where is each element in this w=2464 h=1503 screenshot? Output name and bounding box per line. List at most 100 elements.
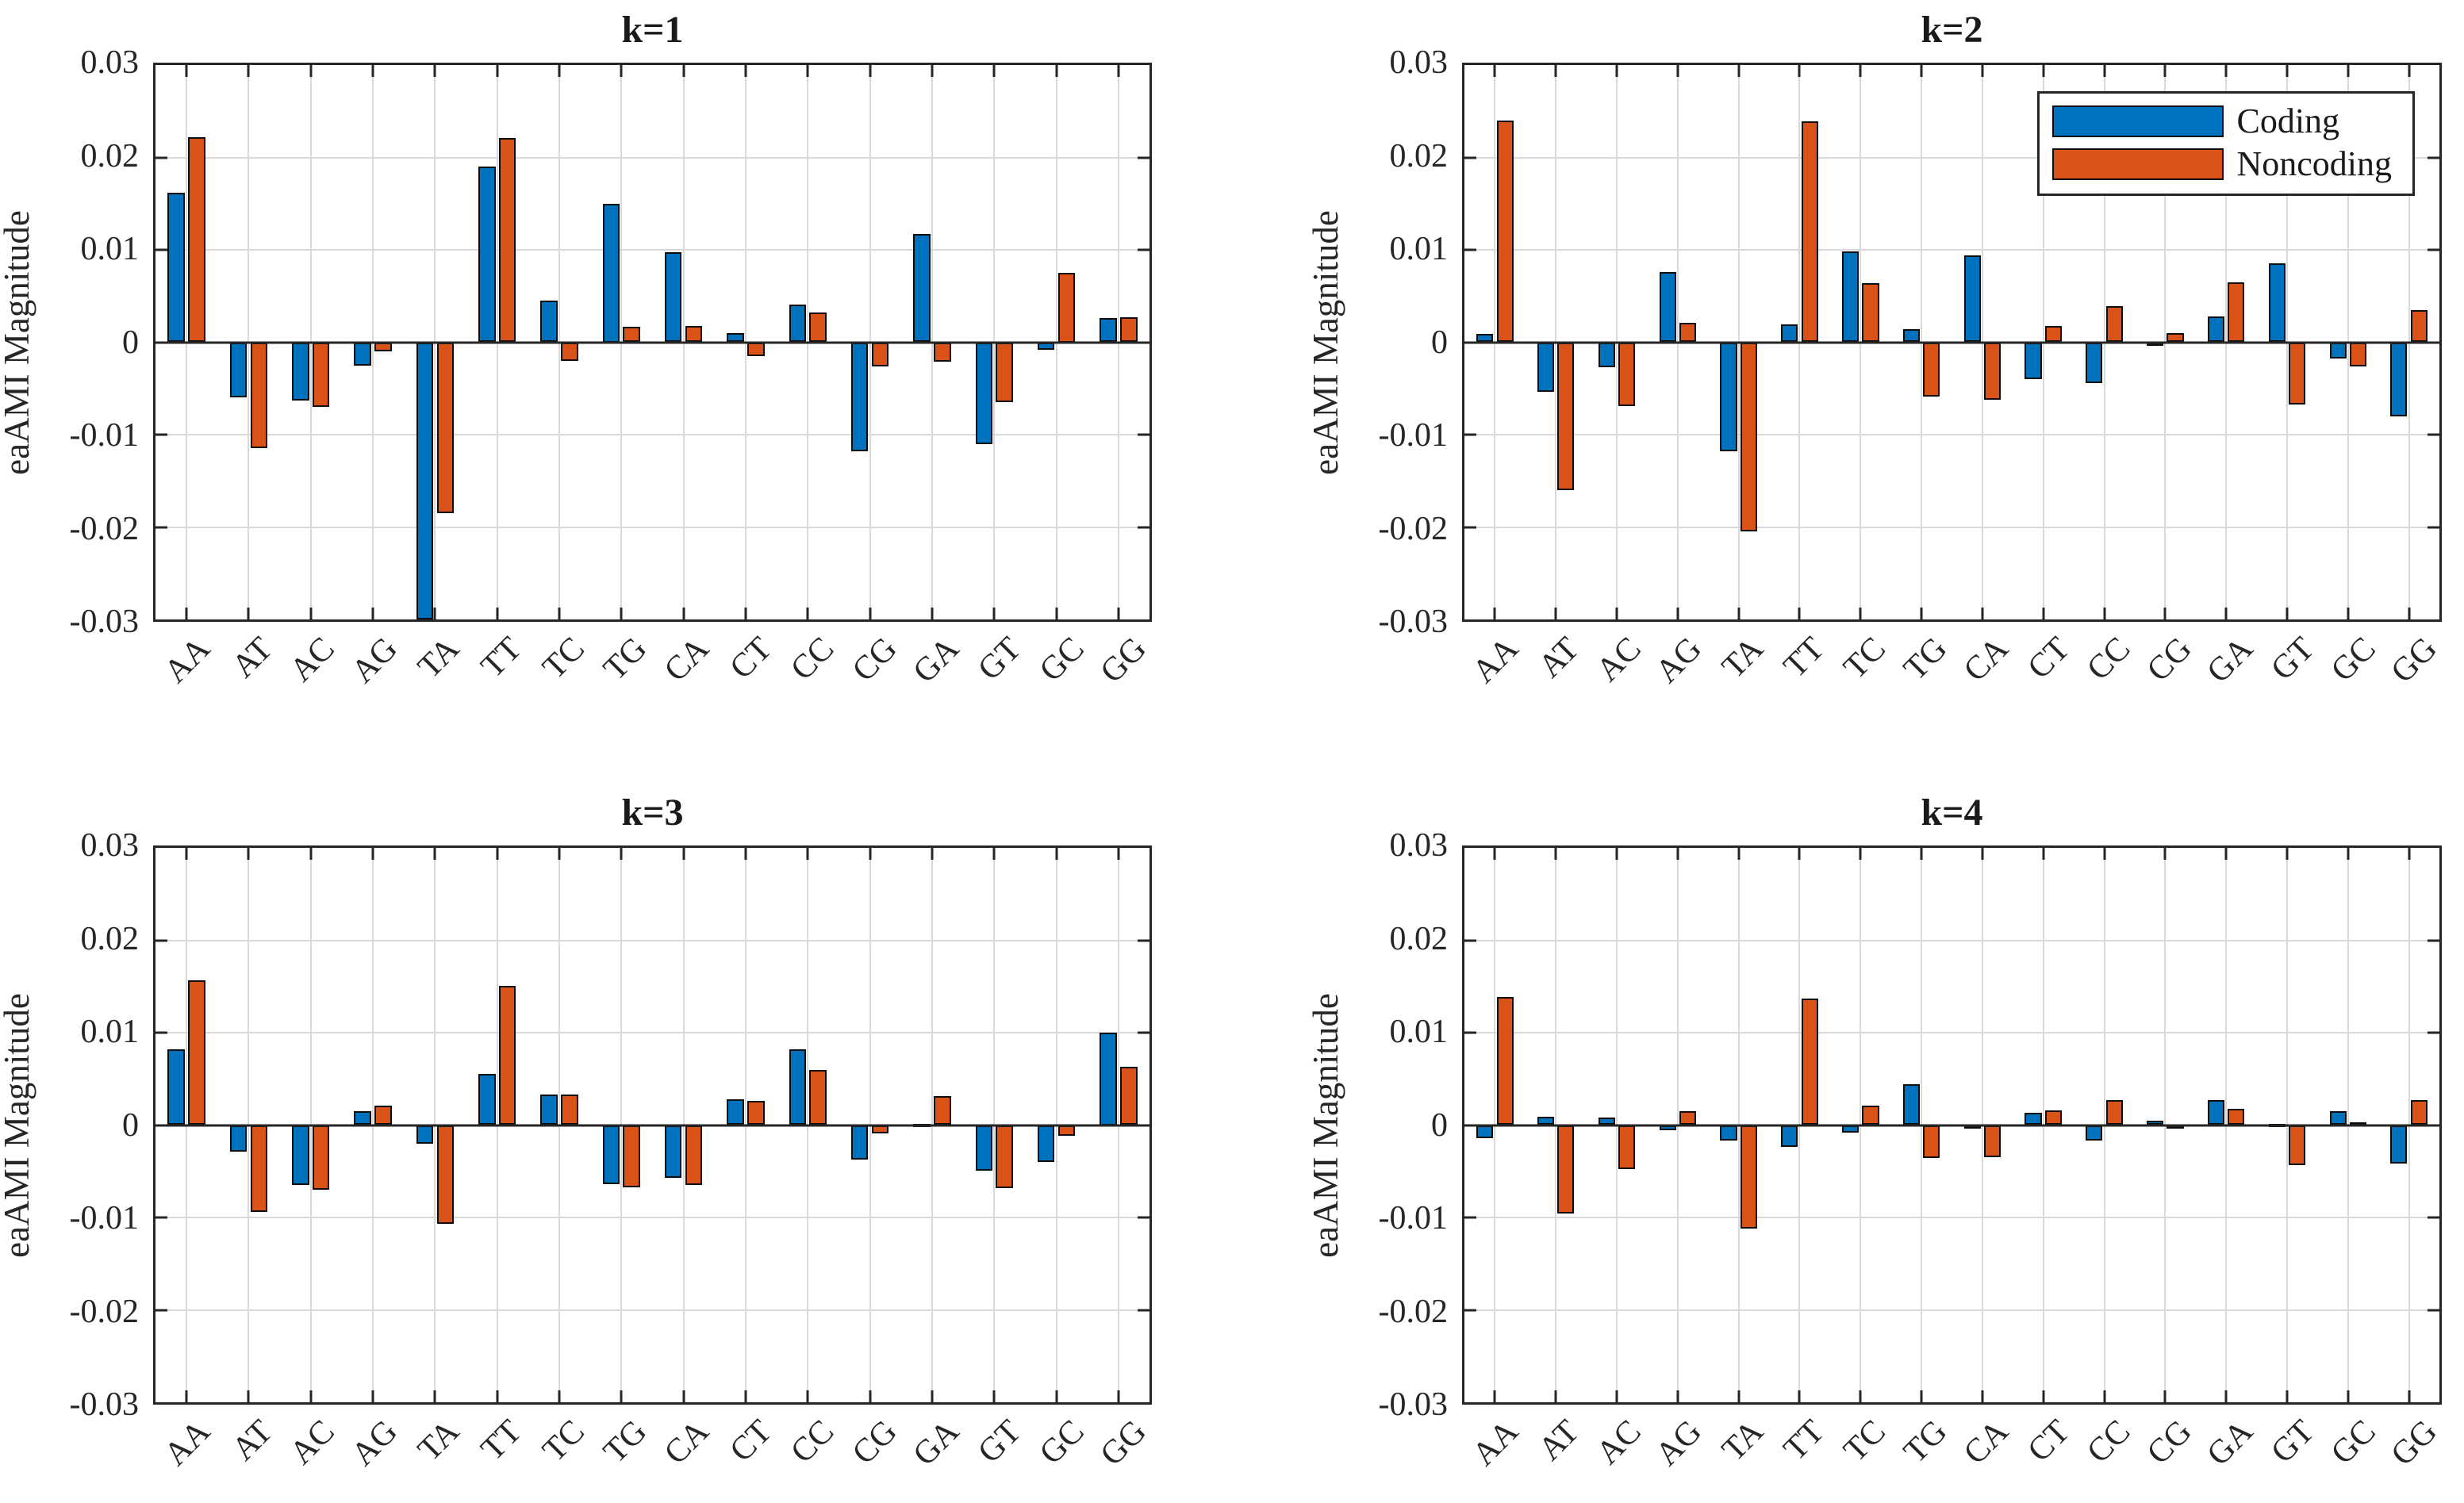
bar-noncoding-TT: [1801, 121, 1818, 343]
bar-noncoding-GT: [996, 1125, 1013, 1188]
bar-noncoding-AC: [1618, 342, 1636, 406]
bar-noncoding-TG: [1923, 342, 1940, 397]
bar-coding-GA: [913, 234, 931, 343]
subplot-k4: k=4 eaAMI Magnitude AA AT AC AG TA TT TC TG CA CT…: [1306, 792, 2444, 1473]
x-tick-text: GG: [1093, 1413, 1153, 1474]
x-tick-mark: [931, 608, 934, 619]
subplot-title: k=2: [1921, 9, 1983, 51]
bar-noncoding-AC: [1618, 1125, 1636, 1170]
x-tick-mark: [2286, 1390, 2289, 1402]
x-tick-text: TT: [474, 630, 530, 685]
y-tick-mark: [1138, 248, 1149, 251]
bar-noncoding-GG: [1119, 317, 1138, 343]
x-tick-mark: [2408, 848, 2411, 860]
bar-coding-GC: [2329, 342, 2347, 359]
h-gridline: [155, 1032, 1149, 1033]
bar-noncoding-CA: [1984, 1125, 2002, 1158]
bar-noncoding-TG: [1923, 1125, 1940, 1159]
bar-noncoding-TA: [436, 1125, 455, 1225]
zero-baseline: [155, 341, 1149, 343]
y-tick-mark: [155, 156, 167, 159]
y-tick-mark: [155, 1031, 167, 1034]
bar-noncoding-AG: [374, 1106, 392, 1125]
bar-coding-GG: [2390, 1125, 2408, 1164]
bar-coding-CG: [850, 342, 869, 451]
x-tick-mark: [247, 65, 250, 77]
x-tick-mark: [1493, 848, 1496, 860]
x-tick-mark: [433, 608, 436, 619]
bar-noncoding-AG: [374, 342, 392, 352]
x-tick-mark: [682, 848, 685, 860]
bar-coding-CT: [727, 1098, 744, 1125]
legend-swatch-coding-icon: [2052, 105, 2224, 137]
x-tick-text: TG: [597, 1413, 654, 1470]
x-tick-text: CG: [2140, 630, 2199, 689]
x-tick-mark: [1920, 608, 1923, 619]
x-tick-mark: [1493, 1390, 1496, 1402]
y-tick-label: 0.01: [1389, 231, 1449, 267]
x-tick-mark: [1859, 848, 1862, 860]
x-tick-mark: [1055, 65, 1058, 77]
x-tick-mark: [620, 65, 623, 77]
x-tick-text: AC: [283, 630, 342, 689]
x-tick-text: AT: [1532, 1413, 1587, 1468]
bar-noncoding-AC: [312, 1125, 330, 1191]
x-tick-text: AT: [225, 1413, 280, 1468]
x-tick-mark: [2286, 65, 2289, 77]
x-tick-mark: [1981, 848, 1984, 860]
bar-noncoding-AA: [1496, 996, 1514, 1125]
x-tick-text: AT: [225, 630, 280, 685]
x-tick-mark: [2163, 1390, 2167, 1402]
x-tick-text: AG: [1648, 630, 1710, 691]
y-tick-mark: [2428, 1309, 2439, 1311]
x-tick-mark: [496, 1390, 499, 1402]
bar-noncoding-TG: [623, 326, 641, 343]
x-tick-text: CG: [845, 630, 904, 689]
x-tick-mark: [1117, 65, 1120, 77]
bar-coding-TA: [1720, 342, 1737, 451]
y-tick-mark: [2428, 433, 2439, 436]
bar-noncoding-AT: [250, 342, 268, 449]
h-gridline: [1464, 1217, 2439, 1218]
x-tick-mark: [744, 65, 747, 77]
x-tick-mark: [1798, 608, 1801, 619]
h-gridline: [155, 156, 1149, 159]
x-tick-mark: [496, 848, 499, 860]
h-gridline: [1464, 434, 2439, 435]
x-tick-text: CA: [1956, 630, 2016, 689]
x-tick-mark: [2286, 608, 2289, 619]
y-tick-mark: [2428, 939, 2439, 941]
h-gridline: [1464, 1309, 2439, 1311]
bar-coding-TC: [540, 301, 558, 343]
x-tick-text: TT: [474, 1413, 530, 1468]
bar-noncoding-CC: [809, 1069, 827, 1125]
x-tick-mark: [2103, 608, 2106, 619]
x-tick-mark: [1920, 65, 1923, 77]
bar-noncoding-GT: [2289, 1125, 2306, 1165]
y-tick-mark: [155, 433, 167, 436]
x-tick-mark: [931, 1390, 934, 1402]
y-tick-mark: [155, 1216, 167, 1219]
x-tick-text: CC: [2080, 630, 2138, 688]
y-axis-label: eaAMI Magnitude: [1306, 209, 1345, 475]
bar-noncoding-CT: [2044, 1110, 2062, 1125]
x-tick-mark: [1920, 1390, 1923, 1402]
x-tick-mark: [1859, 608, 1862, 619]
y-tick-mark: [155, 939, 167, 941]
bar-coding-TC: [1842, 251, 1860, 343]
y-tick-mark: [1464, 526, 1476, 528]
h-gridline: [155, 526, 1149, 528]
x-tick-mark: [744, 848, 747, 860]
x-tick-mark: [992, 1390, 996, 1402]
bar-noncoding-GA: [2228, 282, 2245, 343]
bar-noncoding-GA: [2228, 1108, 2245, 1125]
x-tick-mark: [682, 1390, 685, 1402]
x-tick-mark: [620, 848, 623, 860]
y-tick-mark: [155, 526, 167, 528]
x-tick-mark: [1493, 65, 1496, 77]
bar-noncoding-TA: [436, 342, 455, 514]
x-tick-mark: [2042, 65, 2045, 77]
x-tick-text: GT: [2264, 630, 2322, 688]
x-tick-mark: [1676, 65, 1679, 77]
